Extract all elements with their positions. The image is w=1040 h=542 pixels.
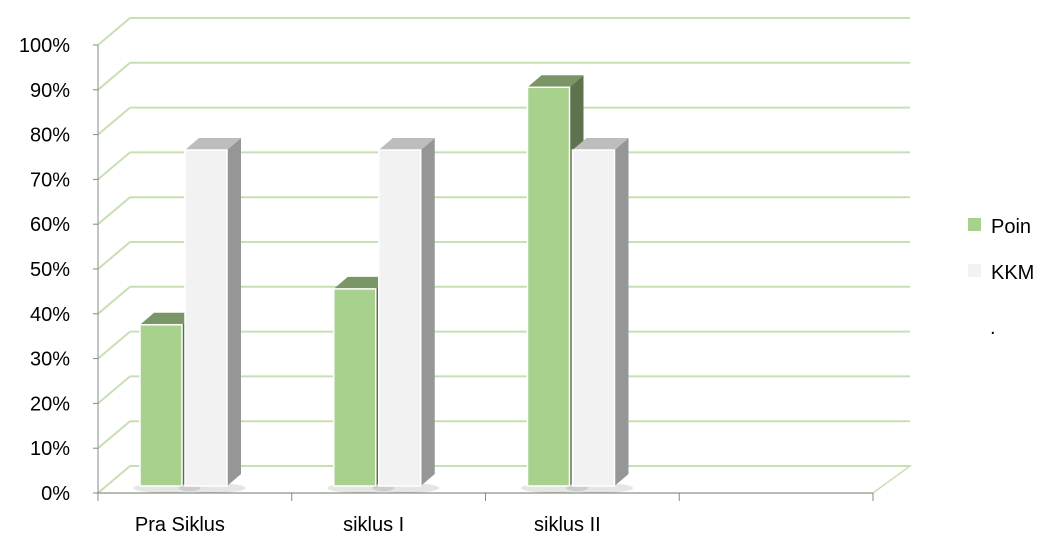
bar-front xyxy=(139,323,183,487)
x-tick-label: siklus I xyxy=(343,514,404,536)
gridline-side xyxy=(97,420,131,449)
legend: Poin KKM. xyxy=(968,216,1034,339)
y-tick-label: 20% xyxy=(30,393,70,415)
gridline-side xyxy=(97,286,131,315)
bar-top xyxy=(378,138,435,150)
bar-front xyxy=(378,149,422,487)
bar-front xyxy=(333,288,377,487)
bar-top xyxy=(572,138,629,150)
gridline-side xyxy=(97,106,131,136)
legend-label: KKM xyxy=(991,262,1034,284)
gridline-side xyxy=(97,196,131,225)
bar-side xyxy=(420,138,435,486)
bar-front xyxy=(184,149,228,487)
y-tick-label: 10% xyxy=(30,438,70,460)
gridline-side xyxy=(97,17,131,46)
bars xyxy=(133,75,634,493)
y-tick-label: 50% xyxy=(30,259,70,281)
legend-label: Poin xyxy=(991,216,1031,238)
y-tick-label: 60% xyxy=(30,214,70,236)
gridline-side xyxy=(97,62,131,91)
y-tick-label: 90% xyxy=(30,80,70,102)
y-tick-label: 70% xyxy=(30,169,70,191)
bar-top xyxy=(333,276,390,289)
gridlines xyxy=(95,17,913,494)
gridline-side xyxy=(97,151,131,181)
gridline-side xyxy=(97,330,131,360)
gridline-side xyxy=(97,375,131,405)
y-tick-label: 0% xyxy=(41,483,70,505)
legend-swatch xyxy=(968,264,981,277)
y-tick-label: 80% xyxy=(30,125,70,147)
x-tick-label: siklus II xyxy=(534,514,601,536)
y-tick-label: 40% xyxy=(30,304,70,326)
bar-side xyxy=(227,138,241,486)
y-tick-label: 100% xyxy=(19,35,70,57)
gridline-side xyxy=(97,465,131,494)
bar-front xyxy=(526,86,571,487)
y-axis-ticks: 0% 10% 20% 30% 40% 50% 60% 70% 80% 90% 100% xyxy=(19,35,70,505)
bar-side xyxy=(614,138,629,486)
legend-swatch xyxy=(968,218,981,231)
bar xyxy=(178,138,246,493)
x-axis-ticks: Pra Siklus siklus I siklus II xyxy=(135,514,601,536)
bar xyxy=(565,138,634,493)
bar-top xyxy=(527,75,584,88)
x-tick-label: Pra Siklus xyxy=(135,514,225,536)
bar-top xyxy=(140,312,196,325)
legend-extra: . xyxy=(990,317,996,339)
bar-top xyxy=(185,138,241,150)
bar xyxy=(372,138,440,493)
y-tick-label: 30% xyxy=(30,349,70,371)
gridline-side xyxy=(97,241,131,270)
axes xyxy=(93,44,874,501)
bar-front xyxy=(571,149,616,487)
